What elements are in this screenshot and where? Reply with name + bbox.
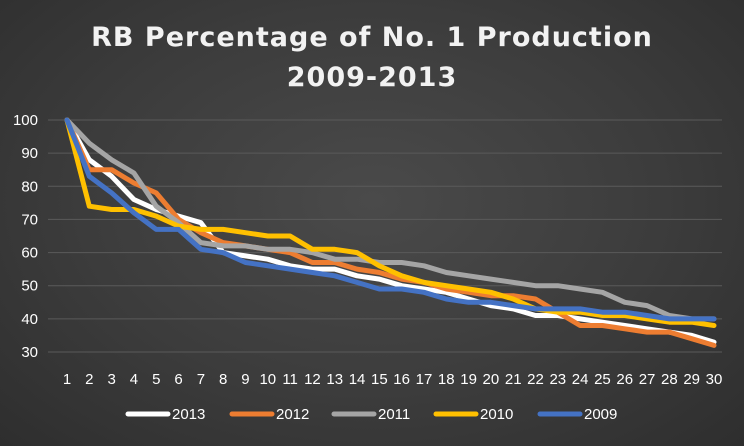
x-tick-label: 6 xyxy=(174,371,182,388)
x-tick-label: 13 xyxy=(326,371,343,388)
chart-title-line-2: 2009-2013 xyxy=(287,62,458,93)
y-tick-label: 100 xyxy=(13,112,38,129)
x-tick-label: 2 xyxy=(85,371,93,388)
chart-title: RB Percentage of No. 1 Production 2009-2… xyxy=(91,22,653,93)
x-tick-label: 28 xyxy=(661,371,678,388)
x-tick-label: 27 xyxy=(639,371,656,388)
y-tick-label: 50 xyxy=(21,278,38,295)
series-line-2011 xyxy=(64,117,717,322)
x-tick-label: 7 xyxy=(197,371,205,388)
x-tick-label: 11 xyxy=(282,371,298,388)
series-line-2012 xyxy=(64,117,717,348)
y-tick-label: 70 xyxy=(21,211,38,228)
y-tick-label: 30 xyxy=(21,344,38,361)
x-axis: 1 2 3 4 5 6 7 8 9 10 11 12 13 14 15 16 17 18 19 20 21 22 23 24 2… xyxy=(63,371,723,388)
series-line-2010 xyxy=(64,117,717,328)
series-lines xyxy=(64,117,717,348)
x-tick-label: 18 xyxy=(438,371,455,388)
legend-label-2009: 2009 xyxy=(584,406,617,423)
y-tick-label: 90 xyxy=(21,145,38,162)
x-tick-label: 22 xyxy=(527,371,544,388)
y-tick-label: 40 xyxy=(21,311,38,328)
x-tick-label: 4 xyxy=(130,371,138,388)
x-tick-label: 3 xyxy=(107,371,115,388)
y-tick-label: 60 xyxy=(21,245,38,262)
x-tick-label: 8 xyxy=(219,371,227,388)
x-tick-label: 29 xyxy=(683,371,700,388)
series-line-2009 xyxy=(64,117,717,322)
x-tick-label: 20 xyxy=(483,371,500,388)
x-tick-label: 5 xyxy=(152,371,160,388)
chart-title-line-1: RB Percentage of No. 1 Production xyxy=(91,22,653,53)
x-tick-label: 26 xyxy=(616,371,633,388)
legend-label-2013: 2013 xyxy=(172,406,205,423)
x-tick-label: 23 xyxy=(549,371,566,388)
legend-label-2012: 2012 xyxy=(276,406,309,423)
x-tick-label: 10 xyxy=(259,371,276,388)
x-tick-label: 12 xyxy=(304,371,321,388)
y-tick-label: 80 xyxy=(21,178,38,195)
x-tick-label: 19 xyxy=(460,371,477,388)
x-tick-label: 17 xyxy=(416,371,433,388)
x-tick-label: 21 xyxy=(505,371,522,388)
legend-label-2010: 2010 xyxy=(480,406,513,423)
x-tick-label: 15 xyxy=(371,371,388,388)
legend-label-2011: 2011 xyxy=(378,406,410,423)
x-tick-label: 25 xyxy=(594,371,611,388)
x-tick-label: 16 xyxy=(393,371,410,388)
x-tick-label: 1 xyxy=(63,371,71,388)
x-tick-label: 30 xyxy=(706,371,723,388)
y-axis: 30 40 50 60 70 80 90 100 xyxy=(13,112,38,361)
x-tick-label: 9 xyxy=(241,371,249,388)
x-tick-label: 14 xyxy=(349,371,366,388)
x-tick-label: 24 xyxy=(572,371,589,388)
legend: 2013 2012 2011 2010 2009 xyxy=(125,406,617,423)
